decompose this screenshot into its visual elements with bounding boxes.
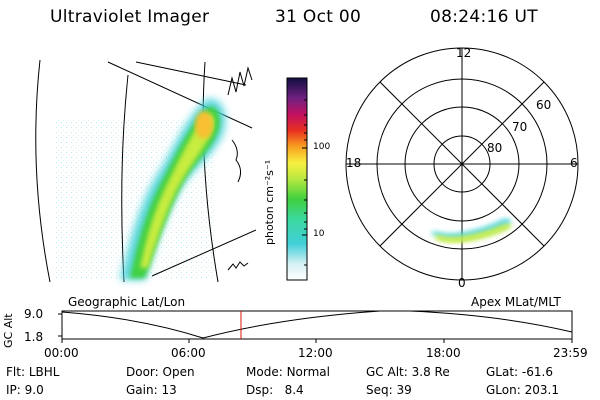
colorbar-ticks xyxy=(302,99,307,266)
orbit-y-label: GC Alt xyxy=(2,313,15,348)
mlt-label-18: 18 xyxy=(346,156,362,170)
orbit-plot-frame xyxy=(61,310,573,340)
status-glon-value: 203.1 xyxy=(524,383,559,397)
orbit-x-tick: 06:00 xyxy=(171,346,206,360)
coastline xyxy=(227,66,253,96)
polar-aurora xyxy=(434,223,512,243)
lat-label-60: 60 xyxy=(536,98,552,112)
latitude-line xyxy=(151,229,257,277)
orbit-y-tick-low: 1.8 xyxy=(24,330,44,344)
status-filter: Flt: LBHL xyxy=(6,365,60,379)
mlt-label-0: 0 xyxy=(458,276,466,290)
status-door-value: Open xyxy=(162,365,195,379)
orbit-panel xyxy=(58,310,573,343)
aurora-peak xyxy=(195,111,213,139)
orbit-y-tick-high: 9.0 xyxy=(24,307,44,321)
geographic-image-panel xyxy=(35,59,257,283)
colorbar-tick-100: 100 xyxy=(313,142,331,152)
status-ip: IP: 9.0 xyxy=(6,383,44,397)
status-ip-value: 9.0 xyxy=(24,383,44,397)
status-dsp-value: 8.4 xyxy=(284,383,304,397)
status-dsp: Dsp: 8.4 xyxy=(246,383,304,397)
status-filter-value: LBHL xyxy=(28,365,60,379)
colorbar-title: photon cm⁻²s⁻¹ xyxy=(263,159,276,245)
mlt-label-12: 12 xyxy=(456,46,472,60)
colorbar-gradient xyxy=(287,78,307,280)
mlt-label-6: 6 xyxy=(570,156,578,170)
observation-date: 31 Oct 00 xyxy=(275,7,362,27)
orbit-altitude-curve xyxy=(61,310,573,339)
colorbar xyxy=(286,77,308,281)
aurora-bright xyxy=(140,114,215,269)
polar-plot xyxy=(345,47,579,281)
status-gain-value: 13 xyxy=(161,383,177,397)
coastline xyxy=(231,139,242,183)
status-mode: Mode: Normal xyxy=(246,365,330,379)
orbit-y-ticks xyxy=(58,313,62,337)
latitude-line xyxy=(107,61,253,129)
orbit-left-title: Geographic Lat/Lon xyxy=(68,295,186,309)
longitude-line xyxy=(121,74,129,283)
coastline xyxy=(227,261,249,271)
orbit-x-ticks xyxy=(61,339,573,343)
latitude-line xyxy=(135,61,247,86)
orbit-x-tick: 00:00 xyxy=(44,346,79,360)
lat-label-80: 80 xyxy=(487,141,503,155)
status-seq: Seq: 39 xyxy=(366,383,412,397)
status-gc-alt-value: 3.8 Re xyxy=(411,365,450,379)
orbit-x-tick: 18:00 xyxy=(426,346,461,360)
status-seq-value: 39 xyxy=(396,383,412,397)
longitude-line xyxy=(35,59,51,283)
meridian-diag-2 xyxy=(379,81,545,247)
orbit-x-tick: 23:59 xyxy=(553,346,588,360)
status-gain: Gain: 13 xyxy=(126,383,177,397)
status-glat: GLat: -61.6 xyxy=(486,365,553,379)
status-glat-value: -61.6 xyxy=(521,365,553,379)
lat-label-70: 70 xyxy=(512,120,528,134)
observation-time: 08:24:16 UT xyxy=(430,7,538,27)
status-gc-alt: GC Alt: 3.8 Re xyxy=(366,365,450,379)
colorbar-tick-10: 10 xyxy=(313,229,325,239)
status-glon: GLon: 203.1 xyxy=(486,383,559,397)
status-door: Door: Open xyxy=(126,365,195,379)
longitude-line xyxy=(202,61,219,283)
polar-aurora-halo xyxy=(431,218,511,240)
orbit-right-title: Apex MLat/MLT xyxy=(471,295,561,309)
status-mode-value: Normal xyxy=(286,365,330,379)
instrument-title: Ultraviolet Imager xyxy=(50,7,210,27)
orbit-x-tick: 12:00 xyxy=(298,346,333,360)
